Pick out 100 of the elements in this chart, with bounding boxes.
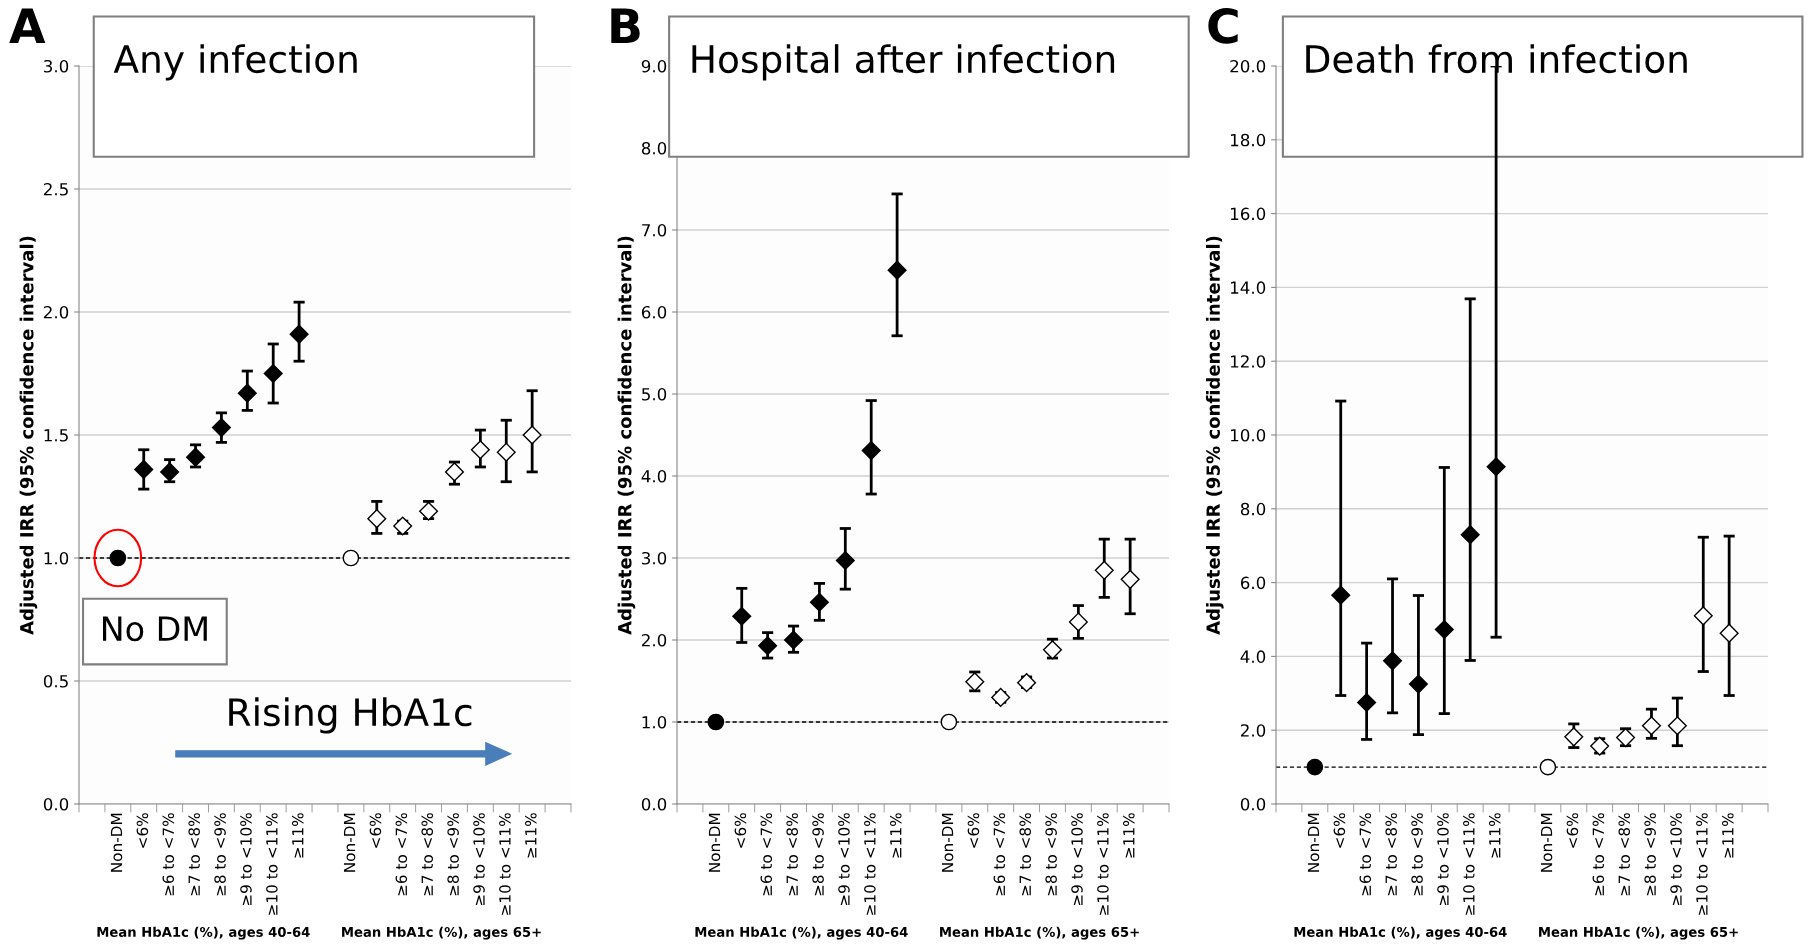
- annotation: Rising HbA1c: [229, 697, 472, 734]
- x-tick-label: <6%: [967, 813, 980, 848]
- y-tick-label: 4.0: [1240, 650, 1266, 663]
- x-tick-label: ≥6 to <7%: [395, 813, 408, 896]
- text: Mean HbA1c (%), ages 65+: [1539, 926, 1738, 940]
- y-tick-label: 0.5: [43, 674, 68, 688]
- y-tick-label: 2.5: [43, 182, 68, 196]
- x-tick-label: Non-DM: [343, 813, 356, 872]
- x-tick-label: ≥9 to <10%: [473, 813, 485, 906]
- point: [1539, 758, 1557, 776]
- point: [185, 447, 206, 467]
- annotation: No DM: [102, 616, 207, 642]
- y-tick-label: 16.0: [1231, 207, 1266, 221]
- point: [940, 713, 958, 731]
- y-tick-label: 14.0: [1231, 281, 1266, 294]
- x-tick-label: ≥8 to <9%: [1411, 813, 1423, 896]
- text: Mean HbA1c (%), ages 65+: [940, 926, 1139, 940]
- y-tick-label: 8.0: [1240, 502, 1266, 516]
- point: [211, 418, 231, 438]
- y-tick-label: 5.0: [642, 387, 667, 401]
- point: [835, 550, 855, 570]
- point: [1306, 758, 1324, 776]
- point: [237, 383, 257, 403]
- point: [887, 260, 907, 280]
- x-tick-label: <6%: [369, 813, 382, 848]
- y-tick-label: 1.0: [44, 551, 69, 565]
- x-tick-label: ≥6 to <7%: [993, 813, 1006, 896]
- x-tick-label: ≥10 to <11%: [266, 813, 278, 915]
- x-tick-label: ≥11%: [1488, 813, 1501, 858]
- y-tick-label: 9.0: [641, 59, 667, 73]
- y-tick-label: 1.0: [642, 715, 667, 729]
- y-tick-label: 10.0: [1231, 428, 1266, 442]
- x-tick-label: ≥11%: [291, 813, 304, 858]
- y-tick-label: 0.0: [43, 797, 69, 811]
- text: Mean HbA1c (%), ages 40-64: [695, 926, 908, 940]
- x-tick-label: ≥8 to <9%: [1644, 813, 1656, 896]
- point: [783, 630, 804, 650]
- point: [134, 459, 154, 479]
- x-tick-label: Non-DM: [708, 813, 721, 872]
- x-tick-label: ≥10 to <11%: [1097, 813, 1109, 915]
- x-tick-label: <6%: [1333, 813, 1346, 848]
- y-axis-title: Adjusted IRR (95% confidence interval): [19, 236, 38, 635]
- y-tick-label: 2.0: [1240, 724, 1266, 737]
- point: [809, 592, 829, 612]
- y-tick-label: 4.0: [641, 469, 667, 483]
- point: [1667, 716, 1687, 736]
- x-tick-label: ≥6 to <7%: [1359, 813, 1372, 896]
- x-tick-label: ≥10 to <11%: [1463, 813, 1475, 915]
- y-tick-label: 1.5: [44, 429, 68, 442]
- x-tick-label: ≥7 to <8%: [1385, 813, 1397, 896]
- point: [470, 440, 490, 460]
- x-tick-label: ≥8 to <9%: [447, 813, 459, 896]
- point: [1486, 457, 1506, 477]
- x-tick-label: ≥7 to <8%: [421, 813, 434, 896]
- point: [496, 442, 516, 462]
- x-tick-label: ≥8 to <9%: [812, 813, 824, 896]
- y-tick-label: 2.0: [43, 305, 69, 319]
- point: [1068, 612, 1088, 632]
- text: B: [611, 8, 640, 44]
- point: [160, 462, 180, 482]
- x-tick-label: ≥11%: [889, 813, 902, 858]
- chart-title: Death from infection: [1306, 44, 1687, 74]
- y-tick-label: 2.0: [641, 633, 667, 647]
- y-tick-label: 0.0: [641, 797, 667, 811]
- chart-title: Any infection: [113, 44, 357, 81]
- x-tick-label: ≥11%: [525, 813, 537, 858]
- point: [367, 509, 387, 529]
- x-tick-label: ≥7 to <8%: [1618, 813, 1631, 896]
- x-tick-label: ≥6 to <7%: [760, 813, 773, 896]
- point: [522, 425, 542, 445]
- point: [1564, 727, 1584, 747]
- point: [1434, 619, 1454, 639]
- point: [289, 324, 309, 344]
- x-tick-label: ≥8 to <9%: [1045, 813, 1057, 896]
- y-tick-label: 3.0: [44, 59, 69, 73]
- x-tick-label: Non-DM: [110, 813, 123, 872]
- y-tick-label: 20.0: [1230, 59, 1266, 73]
- x-tick-label: ≥7 to <8%: [188, 813, 200, 896]
- point: [1408, 674, 1428, 694]
- point: [707, 713, 725, 731]
- x-tick-label: Non-DM: [941, 813, 954, 872]
- point: [1693, 606, 1713, 626]
- x-tick-label: ≥11%: [1722, 813, 1734, 858]
- text: Mean HbA1c (%), ages 40-64: [97, 926, 310, 940]
- point: [861, 441, 881, 461]
- y-tick-label: 8.0: [641, 141, 667, 155]
- y-tick-label: 6.0: [1240, 576, 1266, 590]
- text: A: [9, 8, 46, 44]
- x-tick-label: ≥10 to <11%: [1696, 813, 1708, 915]
- x-tick-label: ≥8 to <9%: [214, 813, 226, 896]
- y-tick-label: 0.0: [1240, 797, 1266, 811]
- x-tick-label: ≥9 to <10%: [1670, 813, 1682, 906]
- chart-title: Hospital after infection: [692, 44, 1115, 81]
- point: [1460, 525, 1480, 545]
- point: [1719, 623, 1739, 643]
- text: Mean HbA1c (%), ages 65+: [342, 926, 541, 940]
- y-tick-label: 3.0: [642, 551, 667, 565]
- x-tick-label: ≥9 to <10%: [1071, 813, 1083, 906]
- point: [1094, 560, 1114, 580]
- y-axis-title: Adjusted IRR (95% confidence interval): [617, 236, 636, 635]
